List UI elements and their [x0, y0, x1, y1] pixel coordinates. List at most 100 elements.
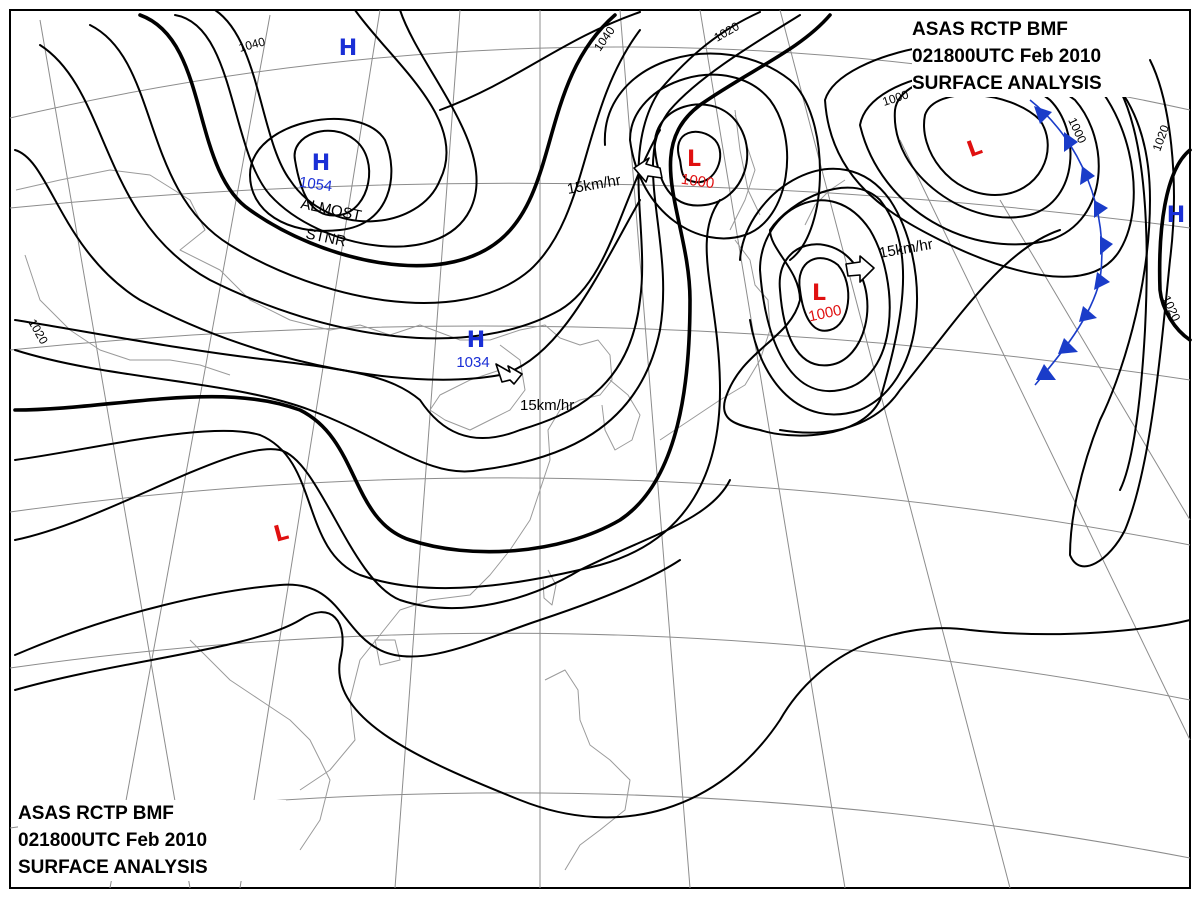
coastline-bay: [429, 344, 526, 431]
coastline-philippines: [544, 669, 631, 871]
isobar: [214, 9, 448, 223]
front-triangle: [1094, 272, 1110, 290]
header-title: SURFACE ANALYSIS: [18, 857, 208, 878]
isobar: [1059, 39, 1175, 568]
high-marker-icon: H: [1167, 203, 1185, 228]
motion-arrow-icon: [633, 157, 663, 183]
isobar: [14, 611, 1191, 819]
isobar-label: 1020: [1150, 123, 1172, 153]
isobar: [653, 103, 749, 207]
coastline-kamchatka: [804, 179, 846, 226]
header-title: SURFACE ANALYSIS: [912, 73, 1102, 94]
header-line-1: ASAS RCTP BMF: [912, 16, 1140, 43]
low-pressure-centre: L 1000: [807, 281, 843, 325]
header-code: BMF: [132, 803, 174, 824]
coastline-japan: [659, 114, 771, 441]
front-triangle: [1036, 364, 1056, 380]
cold-front: [1029, 99, 1113, 386]
stationary-label: ALMOST: [299, 195, 363, 224]
isobar-bold: [13, 13, 832, 554]
coastlines: [15, 109, 846, 871]
isobar: [778, 243, 869, 367]
low-pressure-centre: L: [964, 135, 986, 163]
header-time: 021800UTC: [18, 830, 121, 851]
longitude-line: [699, 9, 846, 889]
isobar: [89, 24, 641, 304]
header-month: Feb: [1019, 46, 1054, 67]
coastline-korea: [601, 379, 641, 451]
header-source: ASAS: [912, 19, 965, 40]
coastline-indochina: [189, 639, 331, 851]
header-line-1: ASAS RCTP BMF: [18, 800, 286, 827]
latitude-line: [9, 477, 1191, 546]
high-pressure-centre: H: [1167, 203, 1185, 228]
isobar: [1119, 89, 1148, 491]
high-marker-icon: H: [467, 328, 485, 353]
graticule: [9, 9, 1191, 889]
motion-arrows: [495, 157, 875, 385]
pressure-value: 1000: [807, 302, 843, 326]
isobar: [923, 93, 1049, 196]
longitude-line: [779, 9, 1011, 889]
low-pressure-centre: L: [271, 520, 291, 548]
high-marker-icon: H: [339, 36, 357, 61]
latitude-line: [9, 325, 1191, 381]
longitude-line: [39, 19, 191, 889]
isobar: [14, 448, 731, 610]
chart-header-top: ASAS RCTP BMF 021800UTC Feb 2010 SURFACE…: [912, 16, 1140, 97]
front-triangle: [1034, 106, 1052, 124]
low-marker-icon: L: [271, 520, 291, 548]
motion-arrow-icon: [845, 255, 875, 283]
header-line-2: 021800UTC Feb 2010: [18, 827, 286, 854]
isobar: [739, 167, 918, 416]
isobar-label: 1020: [25, 317, 51, 347]
high-marker-icon: H: [312, 151, 330, 176]
motion-speed-label: 15km/hr: [566, 172, 622, 198]
header-station: RCTP: [76, 803, 128, 824]
isobar: [14, 559, 681, 658]
front-triangle: [1058, 338, 1078, 354]
header-source: ASAS: [18, 803, 71, 824]
motion-speed-label: 15km/hr: [878, 236, 934, 262]
isobar: [14, 14, 801, 473]
header-year: 2010: [1058, 46, 1102, 67]
isobar: [723, 186, 905, 437]
isobar: [14, 11, 761, 439]
longitude-line: [619, 9, 691, 889]
high-pressure-centre: H: [339, 36, 357, 61]
low-marker-icon: L: [964, 135, 986, 163]
header-year: 2010: [164, 830, 208, 851]
isobars: [13, 9, 1192, 819]
isobar-label: 1040: [237, 34, 267, 55]
longitude-line: [999, 199, 1191, 521]
isobar: [677, 130, 722, 184]
high-pressure-centre: H 1054: [298, 151, 333, 195]
coastline-asia: [15, 169, 613, 791]
isobar: [174, 9, 478, 248]
low-pressure-centre: L 1000: [680, 147, 715, 192]
high-pressure-centre: H 1034: [456, 328, 489, 371]
latitude-line: [9, 632, 1191, 701]
pressure-centres: H H 1054 H 1034 L 1000 L 1000 L H L: [271, 36, 1185, 548]
isobar: [798, 257, 850, 332]
isobar: [14, 199, 721, 590]
isobar: [603, 52, 821, 261]
isobar: [249, 118, 393, 232]
front-triangle: [1079, 306, 1097, 322]
isobar: [39, 44, 661, 340]
coastline-hainan: [374, 639, 401, 666]
front-triangle: [1064, 132, 1078, 152]
isobar: [439, 11, 641, 111]
header-month: Feb: [125, 830, 160, 851]
header-line-2: 021800UTC Feb 2010: [912, 43, 1140, 70]
header-station: RCTP: [970, 19, 1022, 40]
pressure-value: 1034: [456, 354, 489, 371]
isobar: [629, 73, 789, 240]
front-triangle: [1100, 236, 1113, 255]
chart-header-bottom: ASAS RCTP BMF 021800UTC Feb 2010 SURFACE…: [18, 800, 286, 881]
isobar-bold: [138, 13, 617, 268]
coastline-taiwan: [542, 569, 557, 606]
map-frame: [9, 9, 1191, 889]
low-marker-icon: L: [687, 147, 701, 172]
